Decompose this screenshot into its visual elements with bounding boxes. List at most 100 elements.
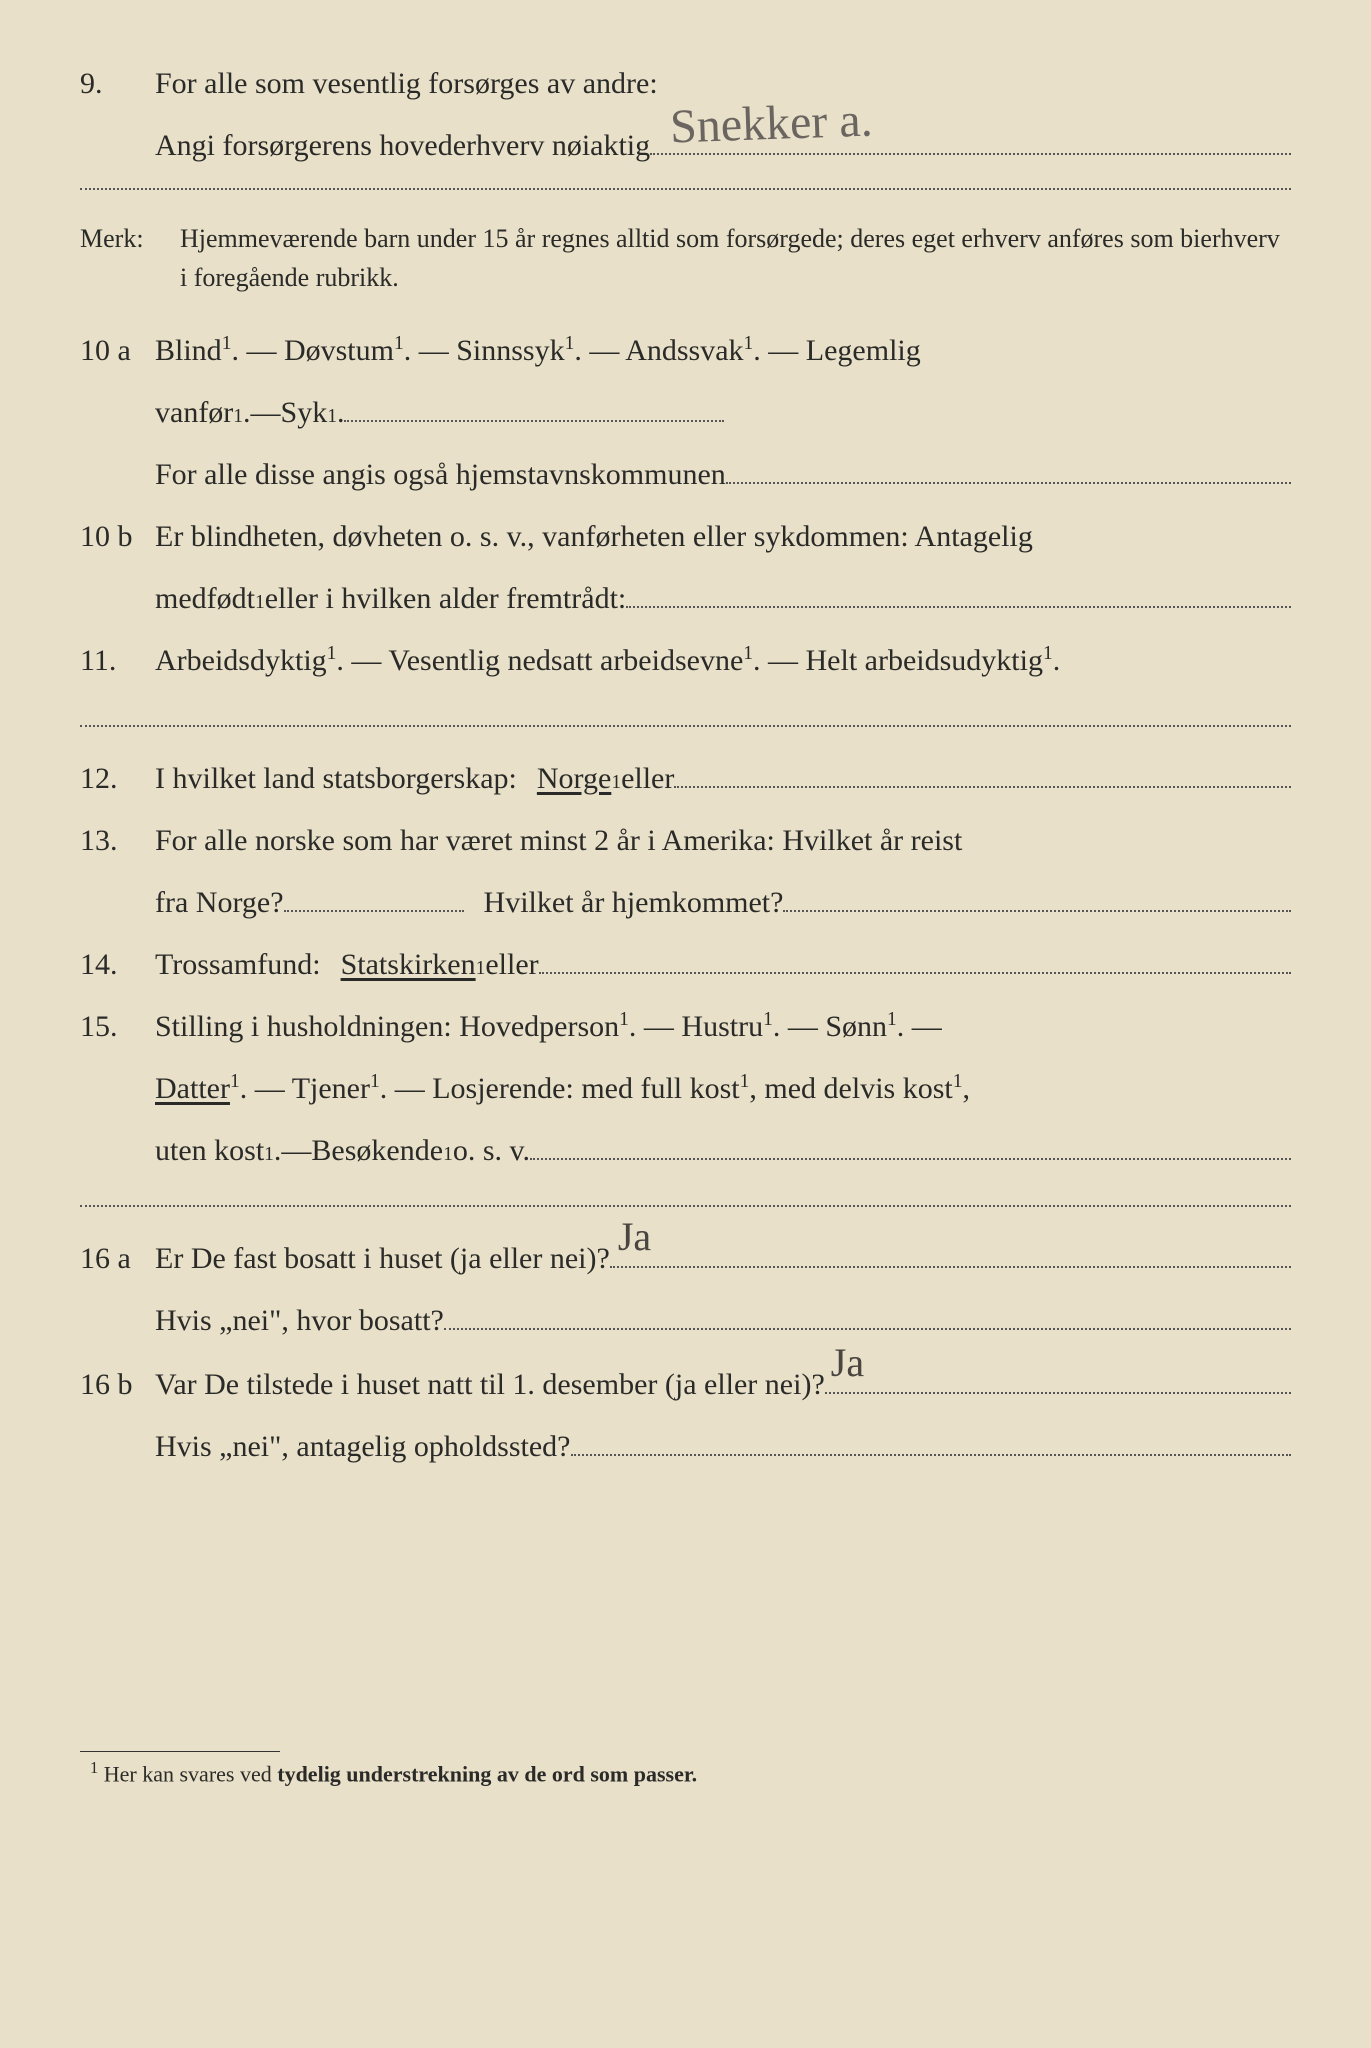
q16b-number: 16 b	[80, 1361, 155, 1409]
q16a-line1: Er De fast bosatt i huset (ja eller nei)…	[155, 1235, 1291, 1283]
q15-prefix: Stilling i husholdningen:	[155, 1010, 459, 1043]
footnote-rule	[80, 1751, 280, 1752]
q10b-blank	[626, 575, 1291, 608]
footnote-text-a: Her kan svares ved	[104, 1761, 278, 1786]
q16b-blank2	[571, 1423, 1292, 1456]
q9-line2-prefix: Angi forsørgerens hovederhverv nøiaktig	[155, 122, 650, 170]
q9-number: 9.	[80, 60, 155, 108]
q14-number: 14.	[80, 941, 155, 989]
q15-sonn: Sønn	[825, 1010, 887, 1043]
q16a-number: 16 a	[80, 1235, 155, 1283]
q13-line2: fra Norge? Hvilket år hjemkommet?	[155, 879, 1291, 927]
q9-blank: Snekker a.	[650, 122, 1291, 155]
q12-row: 12. I hvilket land statsborgerskap: Norg…	[80, 755, 1291, 803]
q15-row2: Datter1. — Tjener1. — Losjerende: med fu…	[80, 1065, 1291, 1113]
q15-number: 15.	[80, 1003, 155, 1051]
divider-2	[80, 725, 1291, 727]
q10a-row2: vanfør1. — Syk1.	[80, 389, 1291, 437]
merk-row: Merk: Hjemmeværende barn under 15 år reg…	[80, 218, 1291, 297]
q10b-alder: eller i hvilken alder fremtrådt:	[265, 575, 627, 623]
q14-prefix: Trossamfund:	[155, 941, 321, 989]
divider-3	[80, 1205, 1291, 1207]
q10a-blank1	[344, 389, 724, 422]
q16a-blank1: Ja	[610, 1235, 1291, 1268]
q10a-options: Blind1. — Døvstum1. — Sinnssyk1. — Andss…	[155, 327, 1291, 375]
q16b-hvis-nei: Hvis „nei", antagelig opholdssted?	[155, 1423, 571, 1471]
q16a-row1: 16 a Er De fast bosatt i huset (ja eller…	[80, 1235, 1291, 1283]
merk-label: Merk:	[80, 218, 180, 260]
footnote-text-b: tydelig understrekning av de ord som pas…	[277, 1761, 697, 1786]
q15-hovedperson: Hovedperson	[459, 1010, 619, 1043]
q16b-line1: Var De tilstede i huset natt til 1. dese…	[155, 1361, 1291, 1409]
merk-text: Hjemmeværende barn under 15 år regnes al…	[180, 219, 1291, 297]
q10a-row3: For alle disse angis også hjemstavnskomm…	[80, 451, 1291, 499]
q15-blank	[530, 1127, 1291, 1160]
q15-row3: uten kost1. — Besøkende1 o. s. v.	[80, 1127, 1291, 1175]
q13-row2: fra Norge? Hvilket år hjemkommet?	[80, 879, 1291, 927]
q10a-row1: 10 a Blind1. — Døvstum1. — Sinnssyk1. — …	[80, 327, 1291, 375]
q10b-medfodt: medfødt	[155, 575, 255, 623]
q10a-opt-andssvak: Andssvak	[625, 334, 743, 367]
q14-blank	[539, 941, 1291, 974]
q10a-opt-sinnssyk: Sinnssyk	[456, 334, 564, 367]
q16b-line2: Hvis „nei", antagelig opholdssted?	[155, 1423, 1291, 1471]
q13-number: 13.	[80, 817, 155, 865]
footnote: 1 Her kan svares ved tydelig understrekn…	[80, 1758, 1291, 1787]
q10b-row1: 10 b Er blindheten, døvheten o. s. v., v…	[80, 513, 1291, 561]
divider-1	[80, 188, 1291, 190]
q10a-number: 10 a	[80, 327, 155, 375]
q10b-row2: medfødt1 eller i hvilken alder fremtrådt…	[80, 575, 1291, 623]
q10a-opt-legemlig: Legemlig	[806, 334, 921, 367]
q16a-question: Er De fast bosatt i huset (ja eller nei)…	[155, 1235, 610, 1283]
q12-prefix: I hvilket land statsborgerskap:	[155, 755, 517, 803]
q16b-question: Var De tilstede i huset natt til 1. dese…	[155, 1361, 825, 1409]
q13-blank1	[284, 879, 464, 912]
q15-datter-underlined: Datter	[155, 1072, 230, 1105]
q10a-blank2	[726, 451, 1291, 484]
q13-fra-norge: fra Norge?	[155, 879, 284, 927]
q16a-row2: Hvis „nei", hvor bosatt?	[80, 1297, 1291, 1345]
q13-line1: For alle norske som har været minst 2 år…	[155, 817, 1291, 865]
q9-row2: Angi forsørgerens hovederhverv nøiaktig …	[80, 122, 1291, 170]
census-form-page: 9. For alle som vesentlig forsørges av a…	[80, 60, 1291, 2008]
q11-number: 11.	[80, 637, 155, 685]
q9-handwritten-answer: Snekker a.	[669, 82, 874, 166]
q11-opt1: Arbeidsdyktig	[155, 644, 327, 677]
q14-suffix: eller	[485, 941, 538, 989]
q14-row: 14. Trossamfund: Statskirken1 eller	[80, 941, 1291, 989]
q16a-line2: Hvis „nei", hvor bosatt?	[155, 1297, 1291, 1345]
q15-row1: 15. Stilling i husholdningen: Hovedperso…	[80, 1003, 1291, 1051]
q15-hustru: Hustru	[681, 1010, 763, 1043]
q14-statskirken-underlined: Statskirken	[341, 941, 476, 989]
q10a-syk: Syk	[281, 389, 328, 437]
q15-tjener: Tjener	[292, 1072, 370, 1105]
q10a-opt-blind: Blind	[155, 334, 222, 367]
q15-losjerende: Losjerende: med full kost	[432, 1072, 739, 1105]
q11-options: Arbeidsdyktig1. — Vesentlig nedsatt arbe…	[155, 637, 1291, 685]
q11-opt3: Helt arbeidsudyktig	[806, 644, 1043, 677]
q10a-hjemstavn: For alle disse angis også hjemstavnskomm…	[155, 451, 726, 499]
q12-number: 12.	[80, 755, 155, 803]
q10a-line3: For alle disse angis også hjemstavnskomm…	[155, 451, 1291, 499]
q15-line1: Stilling i husholdningen: Hovedperson1. …	[155, 1003, 1291, 1051]
q12-text: I hvilket land statsborgerskap: Norge1 e…	[155, 755, 1291, 803]
q12-norge-underlined: Norge	[537, 755, 611, 803]
q15-besokende: Besøkende	[311, 1127, 443, 1175]
q10b-number: 10 b	[80, 513, 155, 561]
q10a-vanfor: vanfør	[155, 389, 233, 437]
q12-suffix: eller	[621, 755, 674, 803]
q15-line3: uten kost1. — Besøkende1 o. s. v.	[155, 1127, 1291, 1175]
q16b-blank1: Ja	[825, 1361, 1291, 1394]
q11-row: 11. Arbeidsdyktig1. — Vesentlig nedsatt …	[80, 637, 1291, 685]
footnote-sup: 1	[90, 1758, 98, 1777]
q16b-handwritten-answer: Ja	[831, 1331, 864, 1395]
q13-blank2	[783, 879, 1291, 912]
q16a-hvis-nei: Hvis „nei", hvor bosatt?	[155, 1297, 444, 1345]
q11-opt2: Vesentlig nedsatt arbeidsevne	[388, 644, 743, 677]
q16b-row1: 16 b Var De tilstede i huset natt til 1.…	[80, 1361, 1291, 1409]
q10b-line1: Er blindheten, døvheten o. s. v., vanfør…	[155, 513, 1291, 561]
q10a-opt-dovstum: Døvstum	[284, 334, 394, 367]
q12-blank	[674, 755, 1291, 788]
q14-text: Trossamfund: Statskirken1 eller	[155, 941, 1291, 989]
q13-hjemkommet: Hvilket år hjemkommet?	[484, 879, 784, 927]
